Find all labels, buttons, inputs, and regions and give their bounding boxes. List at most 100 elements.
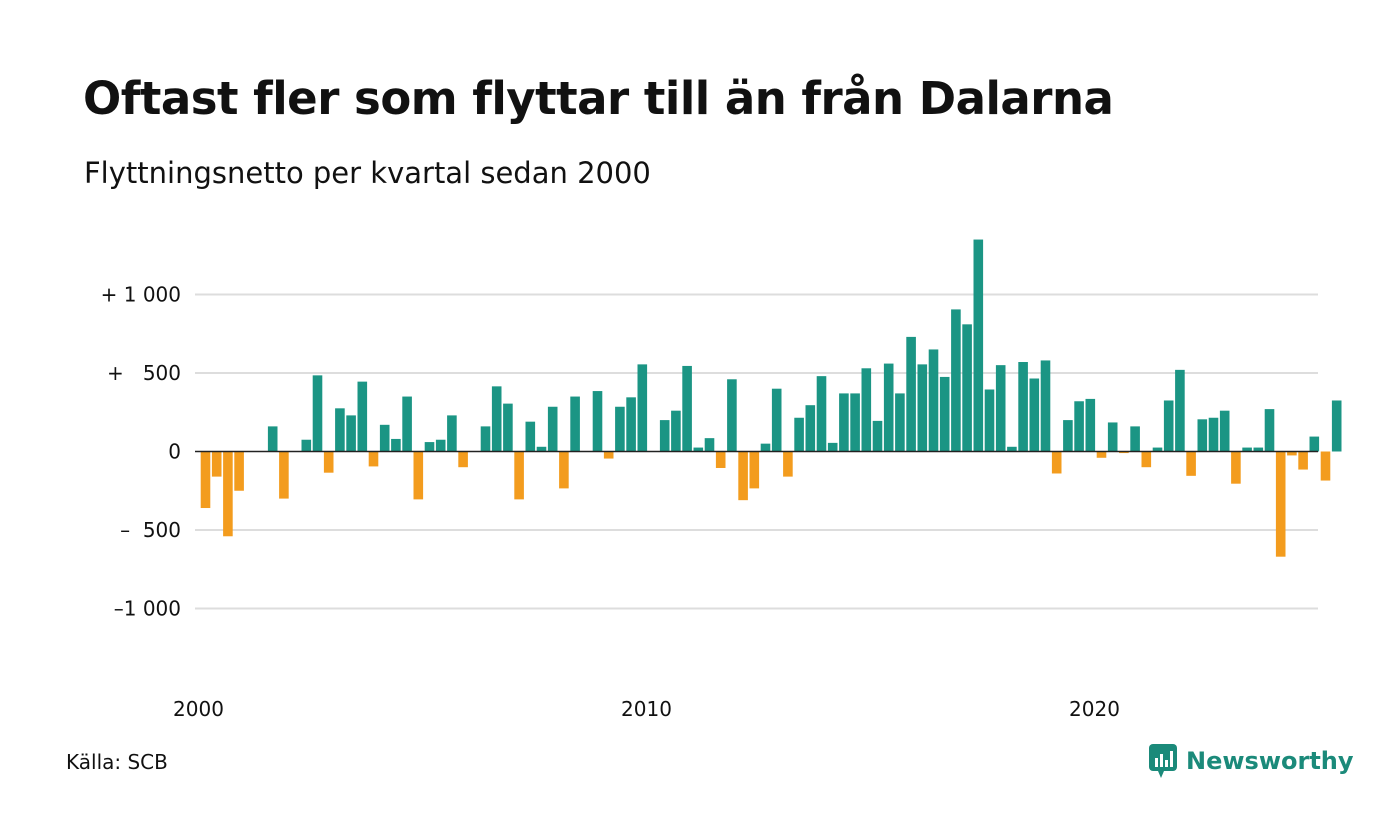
bar <box>1242 447 1252 452</box>
bar <box>839 393 849 452</box>
bar <box>1231 451 1241 484</box>
bar <box>771 388 782 452</box>
bar <box>693 447 704 452</box>
bar <box>1264 409 1275 452</box>
bar <box>312 375 323 452</box>
x-tick-label: 2010 <box>621 697 672 721</box>
bar <box>1219 410 1230 452</box>
bar <box>738 451 748 501</box>
bar <box>1152 447 1163 452</box>
bar <box>951 309 961 452</box>
y-tick-label: + 500 <box>107 361 181 385</box>
bar <box>559 451 569 489</box>
bar <box>1298 451 1308 470</box>
bar <box>200 451 211 509</box>
bar <box>962 324 972 452</box>
bar <box>525 421 536 452</box>
bar <box>939 376 950 452</box>
bar <box>1309 436 1320 452</box>
bar <box>749 451 760 489</box>
chart-title: Oftast fler som flyttar till än från Dal… <box>83 72 1114 125</box>
bar <box>637 364 648 452</box>
bar <box>1130 426 1140 452</box>
bar <box>514 451 524 500</box>
bar <box>805 405 816 452</box>
bar <box>659 420 670 452</box>
bar <box>1141 451 1152 468</box>
bar <box>1275 451 1286 557</box>
bar <box>973 239 984 452</box>
bar <box>447 415 457 452</box>
bar <box>503 403 513 452</box>
y-tick-label: –1 000 <box>114 597 181 621</box>
bar <box>335 408 345 452</box>
bar <box>379 424 390 452</box>
bar <box>1197 419 1208 452</box>
bar <box>1018 362 1028 452</box>
bar <box>1320 451 1331 481</box>
bar <box>917 364 928 452</box>
bar <box>1175 369 1185 452</box>
bar <box>715 451 726 468</box>
bar <box>1074 401 1084 452</box>
bar <box>234 451 244 491</box>
bar <box>223 451 233 537</box>
bar <box>279 451 289 499</box>
bars <box>195 239 1342 557</box>
bar <box>704 438 715 452</box>
bar <box>570 396 580 452</box>
bar <box>480 426 491 452</box>
bar <box>984 389 995 452</box>
bar <box>783 451 793 477</box>
bar <box>1253 447 1264 452</box>
y-axis-ticks: + 1 000 + 500 0 – 500 –1 000 <box>101 283 181 621</box>
chart-subtitle: Flyttningsnetto per kvartal sedan 2000 <box>84 156 651 190</box>
bar <box>323 451 334 473</box>
bar <box>671 410 681 452</box>
bar <box>626 397 636 452</box>
bar <box>1040 360 1051 452</box>
bar <box>1163 400 1174 452</box>
bar <box>301 439 312 452</box>
bar <box>895 393 905 452</box>
bar <box>1186 451 1196 476</box>
bar <box>615 406 625 452</box>
bar <box>547 406 558 452</box>
y-tick-label: 0 <box>168 440 181 464</box>
bar <box>1119 451 1129 454</box>
x-axis-ticks: 2000 2010 2020 <box>173 697 1120 721</box>
source-note: Källa: SCB <box>66 750 168 774</box>
bar <box>1287 451 1297 456</box>
bar <box>1096 451 1107 458</box>
brand-name: Newsworthy <box>1186 747 1354 775</box>
bar <box>816 376 827 452</box>
bar <box>413 451 424 500</box>
bar <box>211 451 222 477</box>
bar <box>368 451 379 467</box>
bar <box>827 442 838 452</box>
bar <box>346 415 356 452</box>
bar <box>883 363 894 452</box>
bar <box>872 420 883 452</box>
bar <box>1029 378 1040 452</box>
bar <box>928 349 939 452</box>
newsworthy-logo[interactable]: Newsworthy <box>1148 741 1354 781</box>
bar <box>536 446 547 452</box>
bar <box>402 396 412 452</box>
bar <box>458 451 468 468</box>
bar <box>1107 422 1118 452</box>
y-tick-label: – 500 <box>120 518 181 542</box>
bar <box>906 336 916 452</box>
bar <box>1063 420 1073 452</box>
bar <box>592 391 603 452</box>
bar <box>1085 398 1096 452</box>
bar <box>267 426 278 452</box>
bar <box>391 438 401 452</box>
bar <box>850 393 860 452</box>
bar <box>727 379 737 452</box>
bar <box>491 386 502 452</box>
bar <box>794 417 804 452</box>
y-tick-label: + 1 000 <box>101 283 181 307</box>
bar <box>760 443 771 452</box>
